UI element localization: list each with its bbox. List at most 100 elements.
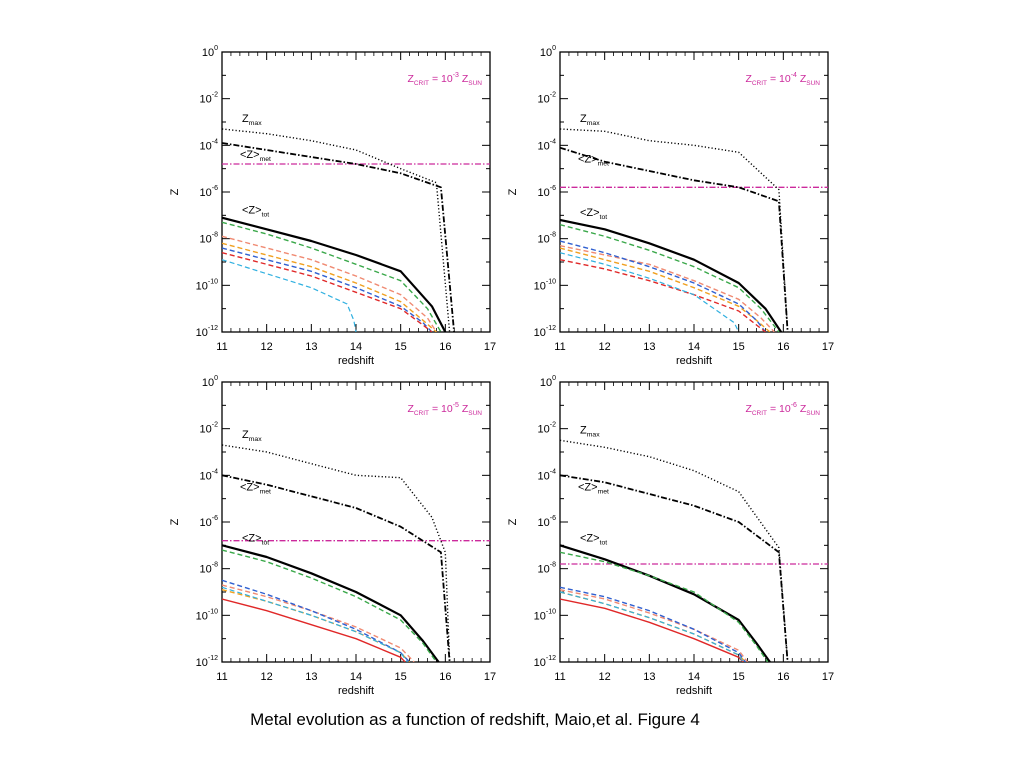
series-line-red <box>222 252 433 332</box>
panel-bottom-left: 11 12 13 14 15 16 17 100 10-2 10-4 10-6 10-8 10-10 10… <box>169 375 496 697</box>
y-tick-label: 10-2 <box>200 92 219 106</box>
zmax-label: Zmax <box>242 113 262 127</box>
y-tick-label: 10-6 <box>200 515 219 529</box>
series-line-zmet <box>222 474 451 662</box>
zmax-label: Zmax <box>580 113 600 127</box>
zmet-label: <Z>met <box>240 481 271 495</box>
y-tick-label: 10-10 <box>196 278 218 292</box>
x-tick-label: 14 <box>688 671 700 683</box>
y-tick-label: 10-4 <box>200 468 219 482</box>
x-tick-label: 11 <box>554 341 565 353</box>
figure-caption: Metal evolution as a function of redshif… <box>250 710 700 729</box>
y-tick-label: 10-8 <box>200 562 219 576</box>
y-tick-label: 10-12 <box>196 325 218 339</box>
y-axis-label: Z <box>507 518 519 525</box>
x-tick-label: 13 <box>305 671 317 683</box>
y-tick-label: 10-6 <box>200 185 219 199</box>
y-tick-label: 10-4 <box>538 138 557 152</box>
series-line-green <box>222 221 442 332</box>
y-tick-label: 10-4 <box>200 138 219 152</box>
x-tick-label: 15 <box>733 671 745 683</box>
series-line-blue <box>560 586 746 662</box>
series-line-ztot <box>222 216 447 332</box>
y-axis-label: Z <box>169 188 181 195</box>
x-tick-label: 15 <box>395 341 407 353</box>
x-tick-label: 14 <box>688 341 700 353</box>
series-line-green <box>560 224 780 332</box>
series-line-salmon <box>222 235 437 332</box>
panel-bottom-right: 11 12 13 14 15 16 17 100 10-2 10-4 10-6 10-8 10-10 10… <box>507 375 834 697</box>
y-tick-label: 10-2 <box>200 422 219 436</box>
y-tick-label: 100 <box>540 375 556 389</box>
series-line-zmax <box>222 444 451 662</box>
y-tick-label: 10-8 <box>200 232 219 246</box>
y-tick-label: 10-2 <box>538 92 557 106</box>
x-tick-label: 17 <box>822 341 834 353</box>
series-line-salmon <box>560 589 749 662</box>
x-tick-label: 12 <box>599 671 611 683</box>
series-line-green <box>560 551 769 662</box>
x-tick-label: 12 <box>261 341 273 353</box>
y-tick-label: 100 <box>202 375 218 389</box>
series-line-zmet <box>560 474 789 662</box>
x-axis-label: redshift <box>338 355 374 367</box>
zcrit-annotation: ZCRIT = 10-5 ZSUN <box>407 402 482 417</box>
zmax-label: Zmax <box>242 429 262 443</box>
x-tick-label: 12 <box>261 671 273 683</box>
series-line-blue <box>222 247 433 332</box>
figure-grid: 11 12 13 14 15 16 17 100 10-2 10-4 10-6 10-8 10-10 10… <box>169 45 834 697</box>
y-tick-label: 10-8 <box>538 562 557 576</box>
x-tick-label: 16 <box>439 671 451 683</box>
zmet-label: <Z>met <box>240 149 271 163</box>
x-tick-label: 17 <box>484 671 496 683</box>
zcrit-annotation: ZCRIT = 10-4 ZSUN <box>745 72 820 87</box>
ztot-label: <Z>tot <box>242 205 269 219</box>
plot-frame <box>559 381 829 663</box>
zcrit-annotation: ZCRIT = 10-3 ZSUN <box>407 72 482 87</box>
y-tick-label: 10-10 <box>534 608 556 622</box>
y-tick-label: 100 <box>202 45 218 59</box>
panel-top-left: 11 12 13 14 15 16 17 100 10-2 10-4 10-6 10-8 10-10 10… <box>169 45 496 367</box>
x-tick-label: 14 <box>350 671 362 683</box>
series-line-cyan <box>222 586 408 662</box>
y-tick-label: 10-10 <box>534 278 556 292</box>
y-tick-label: 10-12 <box>534 325 556 339</box>
series-line-ztot <box>560 544 771 662</box>
plot-frame <box>221 381 491 663</box>
series-line-red <box>560 598 744 662</box>
series-line-zmax <box>560 439 789 662</box>
y-tick-label: 10-12 <box>196 655 218 669</box>
series-line-ztot <box>222 544 440 662</box>
series-line-salmon <box>222 584 415 662</box>
y-tick-label: 10-12 <box>534 655 556 669</box>
x-tick-label: 17 <box>484 341 496 353</box>
series-line-zmax <box>222 128 451 332</box>
zcrit-annotation: ZCRIT = 10-6 ZSUN <box>745 402 820 417</box>
x-tick-label: 15 <box>395 671 407 683</box>
x-axis-label: redshift <box>676 685 712 697</box>
x-tick-label: 11 <box>216 341 227 353</box>
x-tick-label: 17 <box>822 671 834 683</box>
y-tick-label: 10-4 <box>538 468 557 482</box>
series-line-ztot <box>560 218 783 332</box>
series-line-cyan <box>222 259 357 332</box>
x-tick-label: 12 <box>599 341 611 353</box>
series-line-orange <box>560 247 771 332</box>
y-tick-label: 10-6 <box>538 185 557 199</box>
x-tick-label: 13 <box>643 341 655 353</box>
x-tick-label: 11 <box>216 671 227 683</box>
x-tick-label: 15 <box>733 341 745 353</box>
series-line-blue <box>560 240 767 332</box>
x-tick-label: 11 <box>554 671 565 683</box>
series-line-salmon <box>560 245 775 332</box>
series-line-orange <box>222 242 437 332</box>
series-line-cyan <box>560 591 744 662</box>
series-line-zmax <box>560 128 789 332</box>
y-axis-label: Z <box>507 188 519 195</box>
panel-top-right: 11 12 13 14 15 16 17 100 10-2 10-4 10-6 10-8 10-10 10… <box>507 45 834 367</box>
plot-frame <box>559 51 829 333</box>
ztot-label: <Z>tot <box>242 532 269 546</box>
zmet-label: <Z>met <box>578 481 609 495</box>
ztot-label: <Z>tot <box>580 532 607 546</box>
y-tick-label: 10-2 <box>538 422 557 436</box>
